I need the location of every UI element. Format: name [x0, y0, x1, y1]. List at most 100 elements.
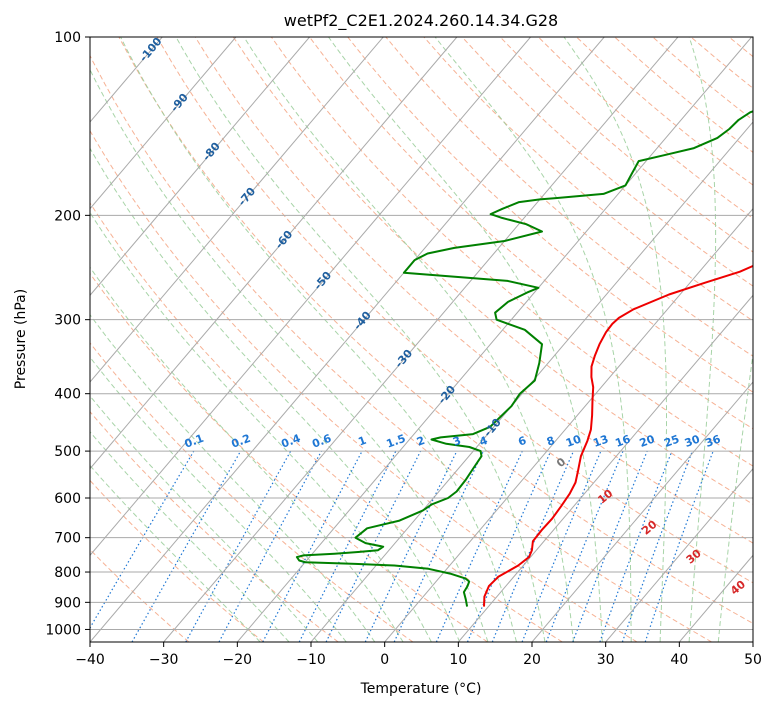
x-tick-label: −20: [223, 652, 253, 668]
isotherm-line: [531, 381, 753, 642]
mixing-ratio-label: 2: [415, 434, 427, 449]
x-tick-label: 0: [380, 652, 389, 668]
moist-adiabats: [90, 37, 753, 642]
isotherm-line: [90, 37, 605, 642]
mixing-ratio-label: 36: [704, 432, 723, 450]
mixing-ratio-line: [218, 450, 323, 642]
x-tick-label: 10: [449, 652, 467, 668]
x-tick-label: 30: [597, 652, 615, 668]
mixing-ratio-line: [298, 450, 397, 642]
dry-adiabat-line: [194, 37, 753, 544]
x-tick-label: −40: [75, 652, 105, 668]
moist-adiabat-line: [90, 464, 261, 642]
dry-adiabat-line: [232, 37, 753, 505]
isotherm-line: [90, 37, 310, 297]
isotherm-line: [236, 37, 752, 642]
y-tick-label: 600: [54, 491, 81, 507]
mixing-ratio-label: 3: [451, 434, 463, 449]
isotherm-line: [90, 37, 237, 210]
moist-adiabat-line: [90, 356, 347, 642]
y-axis-ticks: 100 200 300 400 500 600 700 800 900 1000: [45, 30, 90, 638]
dry-adiabat-line: [90, 272, 488, 642]
mixing-ratio-label: 25: [662, 432, 681, 449]
y-tick-label: 500: [54, 444, 81, 460]
mixing-ratio-line: [599, 450, 673, 642]
x-tick-label: −30: [149, 652, 179, 668]
mixing-ratio-label: 1.5: [385, 432, 408, 451]
x-tick-label: 20: [523, 652, 541, 668]
mixing-ratio-line: [572, 450, 648, 642]
moist-adiabat-line: [90, 211, 432, 642]
mixing-ratio-line: [466, 450, 552, 642]
isotherm-line: [90, 37, 384, 383]
moist-adiabat-line: [688, 37, 717, 642]
y-tick-label: 400: [54, 387, 81, 403]
moist-adiabat-line: [434, 37, 632, 642]
mixing-ratio-label: 8: [545, 434, 557, 449]
mixing-ratio-label: 30: [683, 432, 702, 450]
plot-frame: [89, 36, 754, 643]
chart-title: wetPf2_C2E1.2024.260.14.34.G28: [284, 11, 558, 31]
moist-adiabat-line: [90, 431, 290, 642]
dry-adiabat-line: [423, 37, 753, 322]
mixing-ratio-line: [435, 450, 523, 642]
moist-adiabat-line: [90, 266, 404, 642]
y-tick-label: 900: [54, 595, 81, 611]
dry-adiabat-line: [90, 410, 339, 642]
isotherm-line: [90, 37, 531, 557]
mixing-ratio-line: [185, 450, 292, 642]
dry-adiabat-line: [309, 37, 753, 430]
mixing-ratio-label: 20: [638, 432, 657, 450]
dry-adiabat-line: [90, 54, 712, 642]
dry-adiabat-line: [118, 37, 753, 624]
plot-area: -100-90-80-70-60-50-40-30-20-10010203040…: [90, 37, 753, 642]
y-axis-label: Pressure (hPa): [13, 289, 29, 389]
isotherm-line: [384, 207, 753, 642]
y-tick-label: 100: [54, 30, 81, 46]
mixing-ratio-line: [521, 450, 602, 642]
isotherm-line: [310, 121, 753, 642]
mixing-ratio-label: 0.4: [280, 432, 303, 451]
mixing-ratio-line: [325, 450, 422, 642]
moist-adiabat-line: [90, 395, 319, 642]
dewpoint-profile: [295, 110, 753, 607]
x-tick-label: 50: [744, 652, 762, 668]
x-tick-label: 40: [670, 652, 688, 668]
dry-adiabat-line: [90, 129, 638, 642]
skewed-isotherms: [90, 37, 753, 642]
moist-adiabat-line: [90, 147, 461, 642]
mixing-ratio-label: 16: [613, 432, 632, 450]
mixing-ratio-line: [621, 450, 693, 642]
y-tick-label: 300: [54, 313, 81, 329]
dry-adiabat-line: [461, 37, 753, 287]
mixing-ratio-label: 0.6: [310, 432, 333, 451]
x-axis-label: Temperature (°C): [360, 681, 482, 697]
moist-adiabat-line: [243, 37, 575, 642]
sounding-series: [295, 110, 753, 607]
mixing-ratio-label: 0.2: [230, 432, 253, 451]
moist-adiabat-line: [563, 37, 667, 642]
y-tick-label: 700: [54, 531, 81, 547]
isotherm-line: [163, 37, 679, 642]
mixing-ratio-label: 13: [591, 433, 610, 450]
mixing-ratio-label: 1: [356, 434, 368, 449]
isotherm-line: [605, 467, 753, 642]
pressure-gridlines: [90, 37, 753, 630]
moist-adiabat-line: [90, 68, 489, 642]
mixing-ratio-line: [644, 450, 714, 642]
temperature-profile: [483, 264, 753, 607]
y-tick-label: 800: [54, 565, 81, 581]
dry-adiabat-line: [156, 37, 753, 584]
x-axis-ticks: −40 −30 −20 −10 0 10 20 30 40 50: [75, 642, 762, 668]
isotherm-line: [90, 37, 458, 470]
dry-adiabat-line: [90, 479, 264, 642]
mixing-ratio-lines: [90, 450, 714, 642]
y-tick-label: 1000: [45, 622, 81, 638]
y-tick-label: 200: [54, 208, 81, 224]
mixing-ratio-line: [545, 450, 624, 642]
mixing-ratio-label: 10: [564, 432, 583, 450]
dry-adiabats: [90, 37, 753, 642]
mixing-ratio-label: 4: [478, 434, 490, 449]
